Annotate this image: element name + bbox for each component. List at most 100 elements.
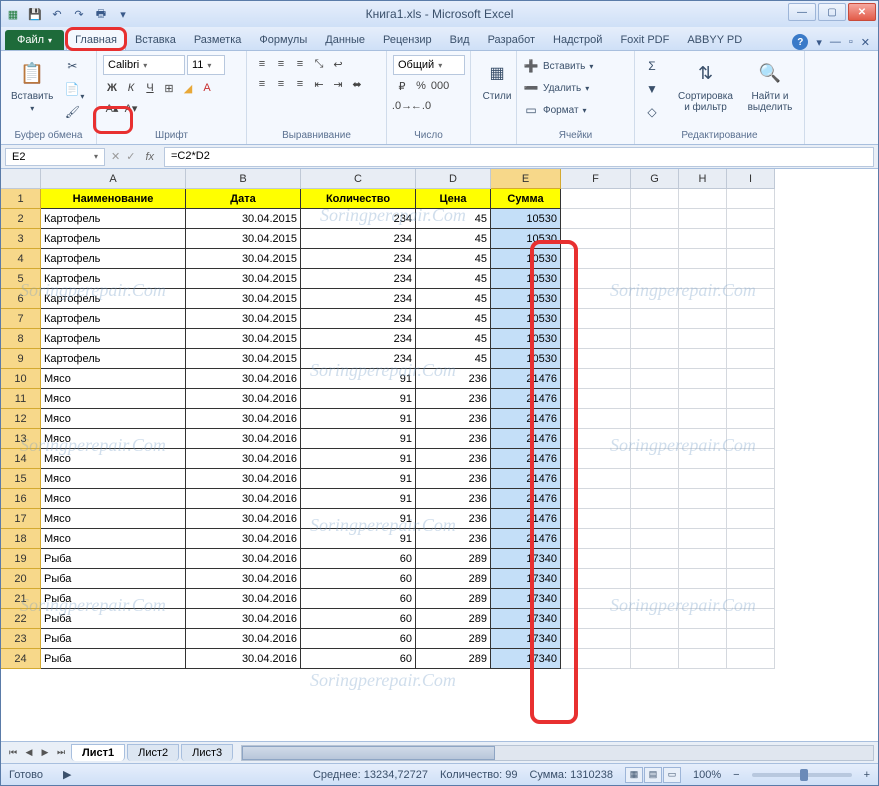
- tab-разметка[interactable]: Разметка: [185, 29, 251, 50]
- cell[interactable]: Рыба: [41, 649, 186, 669]
- cell[interactable]: [679, 409, 727, 429]
- cell[interactable]: 17340: [491, 629, 561, 649]
- cell[interactable]: [679, 549, 727, 569]
- tab-разработ[interactable]: Разработ: [479, 29, 544, 50]
- cell[interactable]: 91: [301, 369, 416, 389]
- cell[interactable]: [561, 469, 631, 489]
- cell[interactable]: 21476: [491, 489, 561, 509]
- sort-filter-button[interactable]: ⇅ Сортировка и фильтр: [673, 55, 738, 115]
- cell[interactable]: [561, 589, 631, 609]
- print-icon[interactable]: 🖶: [93, 6, 109, 22]
- column-header-A[interactable]: A: [41, 169, 186, 189]
- cell[interactable]: [679, 629, 727, 649]
- cell[interactable]: [727, 429, 775, 449]
- cell[interactable]: [631, 509, 679, 529]
- cell[interactable]: [727, 409, 775, 429]
- cell[interactable]: [679, 469, 727, 489]
- cell[interactable]: 30.04.2015: [186, 209, 301, 229]
- cell[interactable]: 289: [416, 549, 491, 569]
- cell[interactable]: [727, 349, 775, 369]
- cell[interactable]: [561, 289, 631, 309]
- cell[interactable]: Цена: [416, 189, 491, 209]
- row-header[interactable]: 19: [1, 549, 41, 569]
- row-header[interactable]: 21: [1, 589, 41, 609]
- sheet-nav-prev[interactable]: ◀: [21, 745, 37, 761]
- cell[interactable]: [631, 469, 679, 489]
- cell[interactable]: 10530: [491, 329, 561, 349]
- cell[interactable]: [561, 649, 631, 669]
- cell[interactable]: Картофель: [41, 209, 186, 229]
- cell[interactable]: 30.04.2016: [186, 609, 301, 629]
- cell[interactable]: Мясо: [41, 469, 186, 489]
- sheet-tab-лист1[interactable]: Лист1: [71, 744, 125, 761]
- normal-view-button[interactable]: ▦: [625, 767, 643, 783]
- row-header[interactable]: 4: [1, 249, 41, 269]
- cell[interactable]: 60: [301, 629, 416, 649]
- cell[interactable]: 236: [416, 429, 491, 449]
- decrease-decimal-button[interactable]: ←.0: [412, 97, 430, 115]
- cell[interactable]: Мясо: [41, 369, 186, 389]
- cell[interactable]: [727, 569, 775, 589]
- cell[interactable]: [631, 549, 679, 569]
- cell[interactable]: [679, 189, 727, 209]
- row-header[interactable]: 8: [1, 329, 41, 349]
- file-tab[interactable]: Файл▾: [5, 30, 64, 50]
- row-header[interactable]: 9: [1, 349, 41, 369]
- row-header[interactable]: 17: [1, 509, 41, 529]
- cell[interactable]: [727, 649, 775, 669]
- cell[interactable]: [727, 609, 775, 629]
- cell[interactable]: 289: [416, 609, 491, 629]
- cell[interactable]: 91: [301, 409, 416, 429]
- tab-данные[interactable]: Данные: [316, 29, 374, 50]
- cell[interactable]: 236: [416, 469, 491, 489]
- cell[interactable]: [727, 309, 775, 329]
- cell[interactable]: 60: [301, 569, 416, 589]
- row-header[interactable]: 13: [1, 429, 41, 449]
- row-header[interactable]: 5: [1, 269, 41, 289]
- row-header[interactable]: 22: [1, 609, 41, 629]
- cell[interactable]: 234: [301, 269, 416, 289]
- cell[interactable]: 21476: [491, 469, 561, 489]
- decrease-indent-button[interactable]: ⇤: [310, 75, 328, 93]
- cell[interactable]: Рыба: [41, 589, 186, 609]
- cell[interactable]: [727, 229, 775, 249]
- cell[interactable]: 91: [301, 509, 416, 529]
- cell[interactable]: 30.04.2016: [186, 409, 301, 429]
- cell[interactable]: Наименование: [41, 189, 186, 209]
- cell[interactable]: 289: [416, 629, 491, 649]
- cell[interactable]: [631, 529, 679, 549]
- column-header-E[interactable]: E: [491, 169, 561, 189]
- cell[interactable]: 30.04.2016: [186, 529, 301, 549]
- cell[interactable]: Мясо: [41, 429, 186, 449]
- enter-formula-icon[interactable]: ✓: [126, 150, 135, 163]
- cell[interactable]: 17340: [491, 609, 561, 629]
- cell[interactable]: [631, 629, 679, 649]
- cell[interactable]: [679, 649, 727, 669]
- cell[interactable]: [727, 469, 775, 489]
- cell[interactable]: [561, 489, 631, 509]
- cell[interactable]: Мясо: [41, 449, 186, 469]
- save-icon[interactable]: 💾: [27, 6, 43, 22]
- cell[interactable]: 91: [301, 469, 416, 489]
- column-header-C[interactable]: C: [301, 169, 416, 189]
- cell[interactable]: [679, 289, 727, 309]
- cell[interactable]: 236: [416, 489, 491, 509]
- cell[interactable]: 17340: [491, 569, 561, 589]
- tab-формулы[interactable]: Формулы: [250, 29, 316, 50]
- align-right-button[interactable]: ≡: [291, 75, 309, 93]
- cell[interactable]: [561, 269, 631, 289]
- name-box[interactable]: E2▾: [5, 148, 105, 166]
- cell[interactable]: [561, 549, 631, 569]
- cell[interactable]: Картофель: [41, 229, 186, 249]
- cell[interactable]: [727, 509, 775, 529]
- cell[interactable]: [631, 229, 679, 249]
- paste-button[interactable]: 📋 Вставить ▾: [7, 55, 57, 115]
- column-header-I[interactable]: I: [727, 169, 775, 189]
- percent-button[interactable]: %: [412, 77, 430, 95]
- row-header[interactable]: 2: [1, 209, 41, 229]
- cell[interactable]: 30.04.2015: [186, 269, 301, 289]
- cell[interactable]: 91: [301, 429, 416, 449]
- cell[interactable]: [561, 329, 631, 349]
- cell[interactable]: [727, 589, 775, 609]
- sheet-tab-лист3[interactable]: Лист3: [181, 744, 233, 761]
